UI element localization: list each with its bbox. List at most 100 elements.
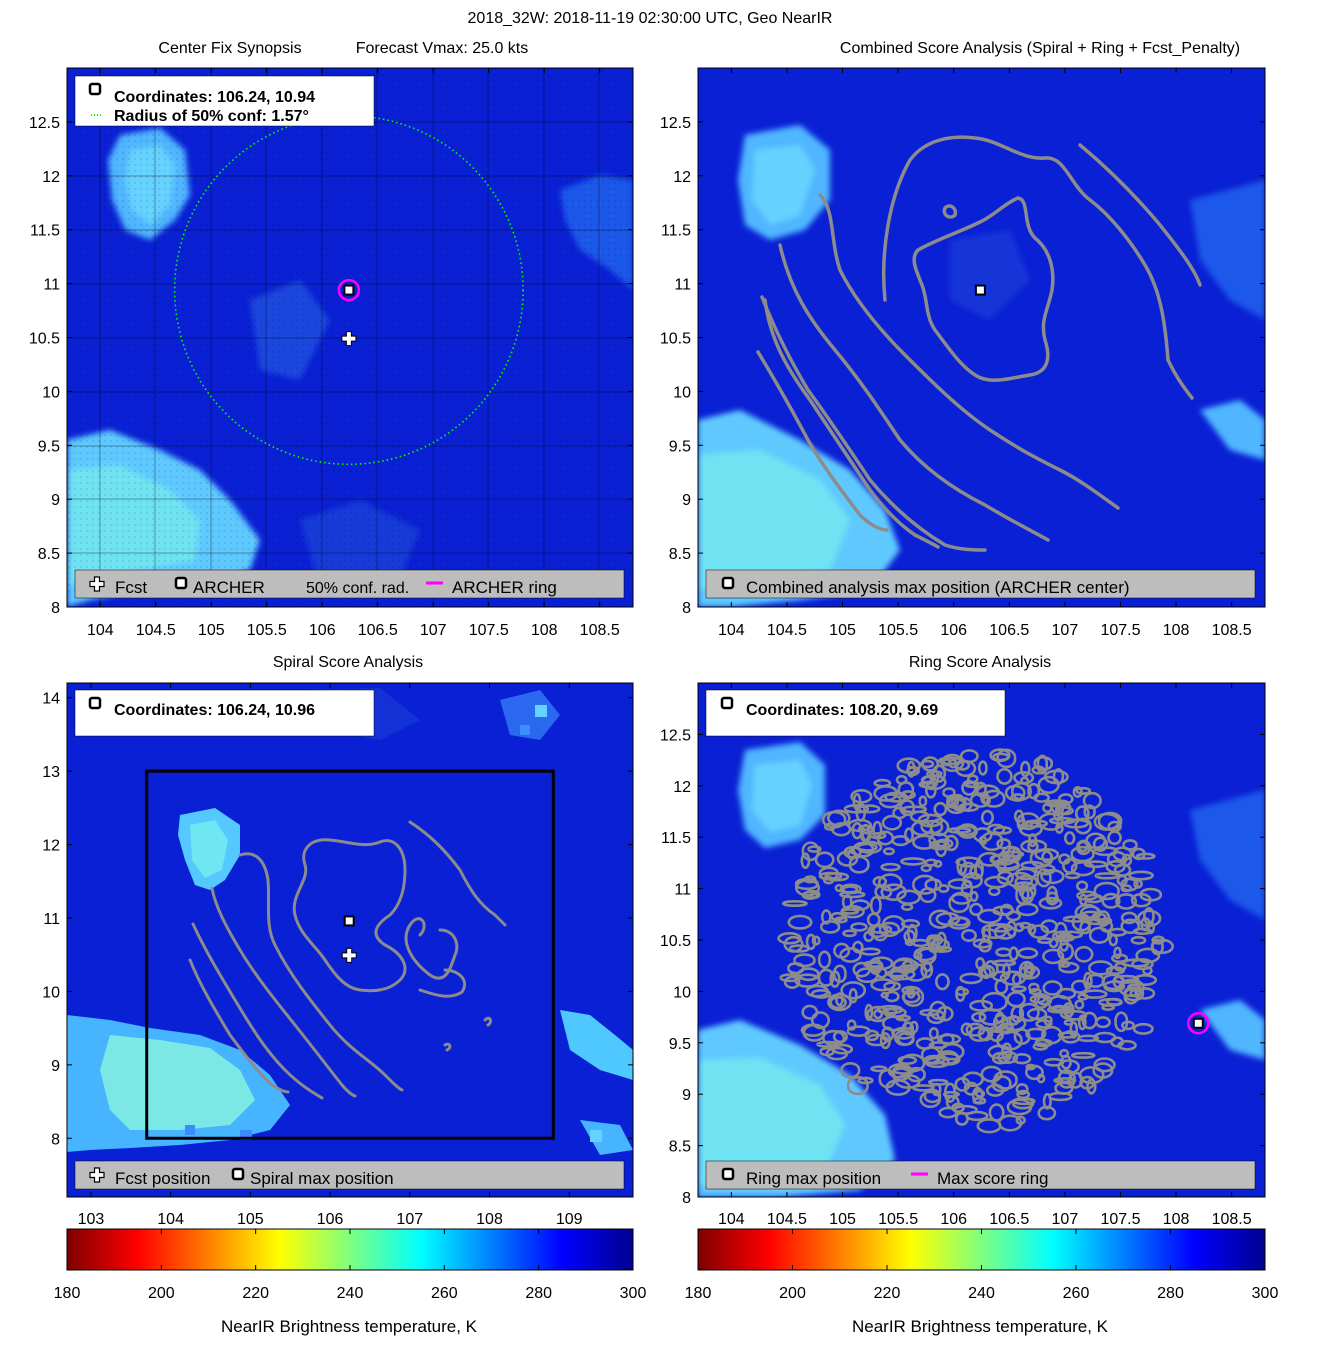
y-tick-label: 8.5: [669, 546, 691, 563]
panel-a-coords: Coordinates: 106.24, 10.94: [114, 89, 315, 106]
x-tick-label: 107.5: [469, 622, 509, 639]
panel-c-cloud-pixel-2: [520, 725, 530, 735]
x-tick-label: 104: [718, 622, 745, 639]
panel-c-frame: [66, 682, 634, 1198]
colorbar-tick-label: 280: [525, 1285, 552, 1302]
panel-c-contour-3: [191, 922, 324, 1100]
panel-c-legend-fcst: Fcst position: [115, 1169, 210, 1188]
colorbar-left: 180 200 220 240 260 280 300 NearIR Brightness …: [54, 1228, 646, 1336]
x-tick-label: 106: [317, 1211, 344, 1228]
colorbar-right-label: NearIR Brightness temperature, K: [852, 1317, 1109, 1336]
x-tick-label: 105.5: [878, 622, 918, 639]
panel-b-contour-2: [778, 243, 1050, 542]
y-tick-label: 10.5: [29, 331, 60, 348]
panel-c-cloud-ne: [500, 690, 560, 740]
panel-a-legend: Fcst ARCHER 50% conf. rad. ARCHER ring: [74, 569, 625, 599]
panel-d-cloud-field: [698, 742, 1265, 1197]
panel-center-fix: Center Fix Synopsis Forecast Vmax: 25.0 …: [29, 40, 634, 639]
x-tick-label: 108: [531, 622, 558, 639]
y-tick-label: 9: [51, 1058, 60, 1075]
panel-c-cloud-sw-core: [100, 1035, 255, 1130]
x-tick-label: 105: [198, 622, 225, 639]
x-tick-label: 104: [87, 622, 114, 639]
y-tick-label: 12: [42, 838, 60, 855]
colorbar-tick-label: 280: [1157, 1285, 1184, 1302]
panel-c-contour-inner-2: [404, 917, 459, 980]
panel-d-info-box: Coordinates: 108.20, 9.69: [705, 689, 1006, 737]
x-tick-label: 108: [1163, 622, 1190, 639]
y-tick-label: 11: [674, 882, 691, 899]
panel-c-contour-1: [238, 852, 404, 1092]
x-tick-label: 108.5: [580, 622, 620, 639]
panel-c-contour-4: [188, 958, 290, 1094]
colorbar-tick-label: 300: [1252, 1285, 1279, 1302]
x-tick-label: 106.5: [358, 622, 398, 639]
y-tick-label: 12: [42, 169, 60, 186]
panel-c-contour-dot-2: [443, 1042, 452, 1052]
panel-b-contour-4: [763, 298, 940, 549]
y-tick-label: 11: [43, 911, 60, 928]
y-tick-label: 8.5: [38, 546, 60, 563]
x-tick-label: 107.5: [1100, 1211, 1140, 1228]
y-tick-label: 8: [682, 1190, 691, 1207]
x-tick-label: 105: [829, 1211, 856, 1228]
panel-c-contour-inner: [292, 838, 407, 993]
panel-a-archer-ring: [337, 278, 361, 302]
x-tick-label: 106.5: [989, 1211, 1029, 1228]
y-tick-label: 12: [673, 779, 691, 796]
y-tick-label: 9.5: [669, 438, 691, 455]
panel-a-fcst-marker: [341, 331, 357, 347]
ring-score-contours: [777, 748, 1175, 1134]
panel-c-fcst-marker: [341, 947, 357, 963]
y-tick-label: 9: [682, 492, 691, 509]
y-tick-label: 8: [682, 600, 691, 617]
colorbar-tick-label: 220: [242, 1285, 269, 1302]
x-tick-label: 105: [237, 1211, 264, 1228]
y-tick-label: 14: [42, 691, 60, 708]
panel-d-cloud-sw-core: [698, 1058, 845, 1185]
x-tick-label: 106.5: [989, 622, 1029, 639]
colorbar-left-gradient: [66, 1228, 634, 1271]
panel-spiral: Spiral Score Analysis: [42, 654, 634, 1228]
x-tick-label: 107: [1052, 622, 1079, 639]
y-tick-label: 12.5: [660, 115, 691, 132]
colorbar-tick-label: 240: [968, 1285, 995, 1302]
x-tick-label: 107: [420, 622, 447, 639]
x-tick-label: 107: [1052, 1211, 1079, 1228]
panel-c-legend-max: Spiral max position: [250, 1169, 394, 1188]
y-tick-label: 10.5: [660, 933, 691, 950]
panel-c-contour-2: [210, 886, 357, 1098]
panel-b-legend-max: Combined analysis max position (ARCHER c…: [746, 578, 1130, 597]
panel-b-contour-3: [760, 295, 987, 552]
panel-b-title: Combined Score Analysis (Spiral + Ring +…: [840, 40, 1240, 57]
x-tick-label: 104.5: [767, 1211, 807, 1228]
y-tick-label: 10: [673, 984, 691, 1001]
colorbar-tick-label: 240: [337, 1285, 364, 1302]
panel-d-cloud-e: [1190, 790, 1265, 920]
y-tick-label: 8.5: [669, 1139, 691, 1156]
panel-b-contour-inner: [912, 196, 1055, 382]
panel-d-cloud-nw-core: [752, 760, 812, 832]
x-tick-label: 108: [476, 1211, 503, 1228]
panel-combined: Combined Score Analysis (Spiral + Ring +…: [660, 40, 1266, 639]
panel-b-legend: Combined analysis max position (ARCHER c…: [705, 569, 1256, 599]
x-tick-label: 105.5: [247, 622, 287, 639]
y-tick-label: 10: [42, 984, 60, 1001]
y-tick-label: 11.5: [30, 223, 60, 240]
panel-d-legend: Ring max position Max score ring: [705, 1160, 1256, 1190]
panel-a-legend-archer: ARCHER: [193, 578, 265, 597]
panel-b-contour-1: [818, 193, 1120, 510]
x-tick-label: 106: [309, 622, 336, 639]
x-tick-label: 108.5: [1212, 1211, 1252, 1228]
colorbar-tick-label: 200: [779, 1285, 806, 1302]
panel-b-max-marker: [974, 284, 986, 296]
colorbar-left-ticks: 180 200 220 240 260 280 300: [54, 1229, 646, 1302]
y-tick-label: 13: [42, 764, 60, 781]
x-tick-label: 107: [396, 1211, 423, 1228]
panel-c-title: Spiral Score Analysis: [273, 654, 423, 671]
y-tick-label: 9: [51, 492, 60, 509]
panel-d-axes: 104 104.5 105 105.5 106 106.5 107 107.5 108 108.5…: [660, 683, 1265, 1228]
y-tick-label: 10: [42, 384, 60, 401]
panel-c-contours: [188, 820, 507, 1100]
